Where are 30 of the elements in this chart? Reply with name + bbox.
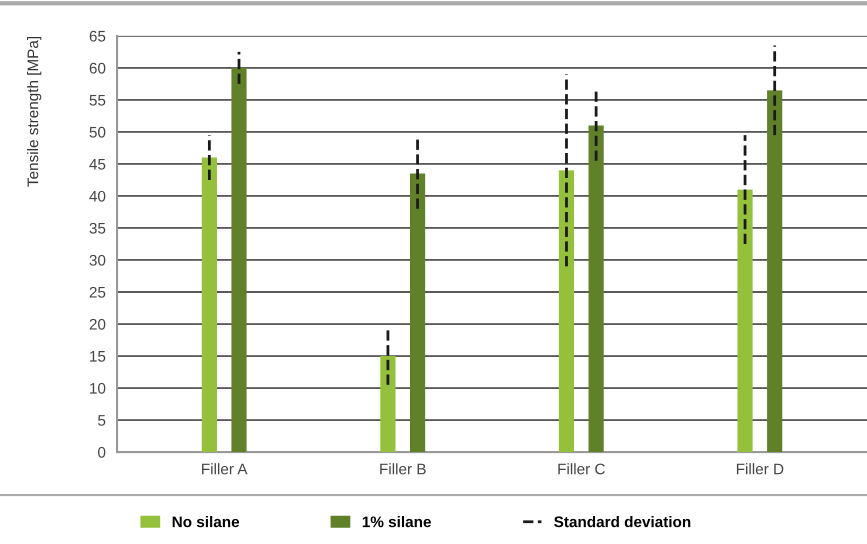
y-tick-label: 35 [90, 222, 106, 234]
y-axis-title: Tensile strength [MPa] [27, 36, 42, 187]
y-tick-label: 5 [98, 415, 106, 426]
y-tick-label: 45 [89, 158, 106, 170]
bar [380, 356, 396, 452]
y-tick-label: 50 [90, 126, 106, 138]
legend-label: No silane [172, 516, 240, 528]
text: Standard deviation [554, 516, 690, 528]
bar [558, 170, 574, 452]
legend-label: 1% silane [362, 516, 431, 528]
y-tick-label: 15 [90, 351, 106, 362]
x-tick-label: Filler A [202, 463, 248, 474]
y-tick-label: 65 [90, 30, 106, 42]
bar [737, 190, 753, 452]
x-tick-label: Filler C [558, 463, 605, 474]
y-tick-label: 10 [90, 382, 106, 394]
bar [767, 90, 782, 452]
y-tick-label: 20 [90, 318, 106, 330]
bar [231, 68, 247, 452]
y-tick-label: 60 [90, 62, 106, 74]
bar [588, 126, 604, 452]
x-tick-label: Filler B [380, 463, 426, 474]
y-tick-label: 55 [90, 94, 106, 106]
x-tick-label: Filler D [736, 463, 784, 474]
y-tick-label: 30 [90, 254, 106, 266]
bar [202, 158, 217, 452]
bar [410, 174, 426, 452]
y-tick-label: 40 [89, 190, 106, 202]
y-tick-label: 0 [98, 446, 106, 458]
y-tick-label: 25 [90, 286, 106, 298]
